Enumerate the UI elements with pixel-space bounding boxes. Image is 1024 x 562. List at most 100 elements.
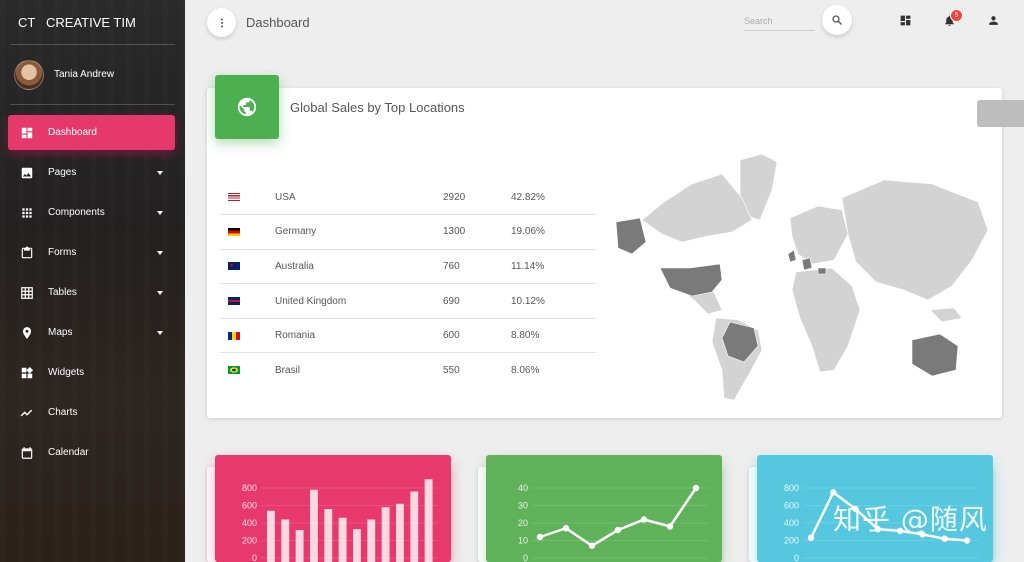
data-point — [562, 525, 570, 532]
card-header-icon — [215, 75, 279, 139]
bar-chart: 800 600 400 200 0 — [242, 479, 437, 562]
y-tick-label: 800 — [784, 483, 799, 493]
chart-bar — [281, 519, 290, 562]
map-europe — [789, 205, 849, 265]
data-point — [614, 526, 622, 534]
us-flag — [228, 192, 240, 201]
apps-icon — [20, 206, 34, 220]
dashboard-icon — [900, 15, 910, 25]
fixed-plugin-handle[interactable] — [977, 100, 1024, 127]
sidebar-item-label: Pages — [48, 167, 77, 178]
y-tick-label: 400 — [242, 518, 257, 528]
chart-bar — [367, 519, 376, 562]
card-title: Global Sales by Top Locations — [290, 100, 465, 115]
sales-cell: 600 — [443, 318, 511, 354]
percent-cell: 10.12% — [511, 283, 596, 319]
world-map — [615, 153, 989, 401]
completed-tasks-chart: 800 600 400 200 0 — [757, 455, 993, 562]
website-views-chart: 800 600 400 200 0 — [215, 455, 451, 562]
map-romania — [817, 267, 827, 275]
map-indonesia — [929, 307, 963, 323]
sidebar-nav: Dashboard Pages Components Forms — [0, 105, 185, 470]
brand-mini: CT — [18, 14, 36, 30]
sidebar-item-components[interactable]: Components — [8, 195, 175, 230]
map-alaska — [615, 217, 647, 255]
country-cell: Australia — [275, 249, 443, 285]
map-canada — [641, 173, 753, 243]
user-menu[interactable]: Tania Andrew — [0, 45, 185, 122]
sales-cell: 550 — [443, 365, 460, 377]
chart-bar — [381, 507, 390, 562]
sidebar-item-dashboard[interactable]: Dashboard — [8, 115, 175, 150]
chart-bar — [353, 529, 361, 562]
country-cell: United Kingdom — [275, 283, 443, 319]
data-point — [941, 535, 948, 542]
sidebar-item-label: Tables — [48, 287, 77, 298]
map-usa — [659, 263, 723, 297]
sidebar-item-pages[interactable]: Pages — [8, 155, 175, 190]
percent-cell: 8.06% — [511, 365, 540, 377]
data-point — [874, 525, 882, 533]
search-input[interactable]: Search — [744, 7, 815, 31]
sidebar-item-maps[interactable]: Maps — [8, 315, 175, 350]
data-point — [692, 484, 700, 492]
sidebar: CT CREATIVE TIM Tania Andrew Dashboard P… — [0, 0, 185, 562]
y-tick-label: 30 — [518, 501, 528, 511]
y-tick-label: 20 — [518, 518, 528, 528]
more-vert-icon — [220, 18, 223, 27]
sales-table: USA 2920 42.82% Germany 1300 19.06% Australia 7… — [220, 180, 596, 388]
country-cell: Germany — [275, 214, 443, 250]
country-cell: USA — [275, 180, 443, 216]
y-tick-label: 0 — [794, 553, 799, 562]
au-flag — [228, 262, 240, 271]
chevron-down-icon — [157, 251, 163, 255]
sidebar-item-calendar[interactable]: Calendar — [8, 435, 175, 470]
dashboard-toggle-button[interactable] — [898, 13, 912, 27]
series-line — [809, 490, 968, 542]
calendar-icon — [20, 446, 34, 460]
sidebar-item-tables[interactable]: Tables — [8, 275, 175, 310]
daily-sales-chart: 40 30 20 10 0 — [486, 455, 722, 562]
map-uk — [787, 249, 797, 263]
page-title: Dashboard — [246, 15, 310, 30]
notification-badge: 5 — [950, 9, 963, 22]
chart-bar — [424, 479, 433, 562]
chevron-down-icon — [157, 171, 163, 175]
y-tick-label: 40 — [518, 483, 528, 493]
chart-bar — [295, 530, 304, 562]
profile-button[interactable] — [986, 13, 1000, 27]
search-button[interactable] — [822, 5, 852, 35]
sidebar-item-charts[interactable]: Charts — [8, 395, 175, 430]
sales-cell: 760 — [443, 249, 511, 285]
sidebar-toggle-button[interactable] — [207, 8, 236, 37]
divider — [10, 44, 175, 45]
clipboard-icon — [20, 246, 34, 260]
map-asia — [841, 179, 989, 301]
brand[interactable]: CT CREATIVE TIM — [0, 0, 185, 44]
data-point — [666, 523, 674, 530]
percent-cell: 11.14% — [511, 249, 596, 285]
percent-cell: 42.82% — [511, 180, 596, 216]
dashboard-icon — [20, 126, 34, 140]
globe-icon — [237, 97, 257, 117]
percent-cell: 8.80% — [511, 318, 596, 354]
chart-bar — [267, 510, 275, 562]
data-point — [896, 527, 904, 535]
data-point — [830, 489, 837, 496]
grid-icon — [20, 286, 34, 300]
de-flag — [228, 227, 240, 236]
sidebar-item-label: Calendar — [48, 447, 89, 458]
widgets-icon — [20, 366, 34, 380]
place-icon — [20, 326, 34, 340]
y-tick-label: 0 — [252, 553, 257, 562]
chevron-down-icon — [157, 211, 163, 215]
y-tick-label: 600 — [784, 501, 799, 511]
sidebar-item-forms[interactable]: Forms — [8, 235, 175, 270]
sales-cell: 2920 — [443, 180, 511, 216]
table-row: Germany 1300 19.06% — [220, 214, 596, 250]
sidebar-item-widgets[interactable]: Widgets — [8, 355, 175, 390]
y-tick-label: 10 — [518, 536, 528, 546]
data-point — [536, 533, 544, 541]
table-row: Australia 760 11.14% — [220, 249, 596, 285]
avatar — [14, 59, 44, 90]
